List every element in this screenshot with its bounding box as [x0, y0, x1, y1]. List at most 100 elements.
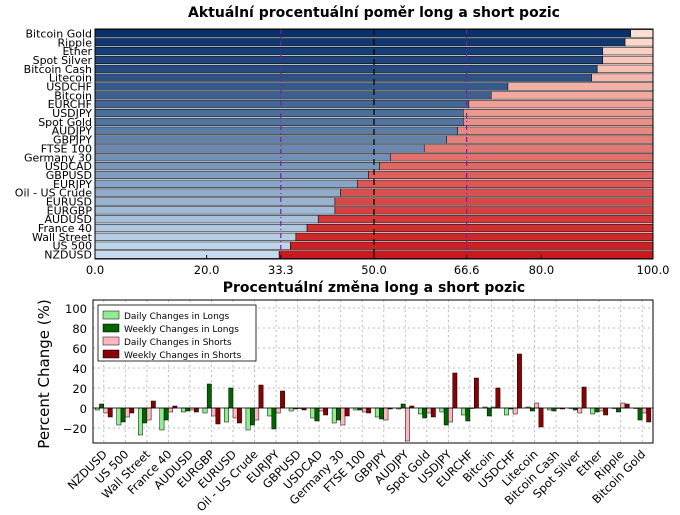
y-tick-label: −20 — [63, 422, 87, 436]
y-tick-label: 20 — [72, 382, 87, 396]
change-bar — [99, 403, 105, 409]
change-bar — [202, 407, 208, 414]
category-label: EURGBP — [47, 204, 93, 217]
long-bar — [94, 100, 470, 109]
change-bar — [116, 407, 122, 426]
long-bar — [94, 64, 598, 73]
category-label: Bitcoin Gold — [25, 27, 92, 40]
change-bar — [551, 407, 557, 412]
change-bar — [254, 407, 260, 421]
category-label: US 500 — [52, 240, 92, 253]
legend-label: Weekly Changes in Longs — [124, 325, 239, 335]
short-bar — [602, 55, 654, 65]
short-bar — [490, 91, 654, 100]
bottom-chart-title: Procentuální změna long a short pozic — [223, 280, 525, 296]
change-bar — [249, 407, 255, 426]
short-bar — [602, 47, 654, 56]
category-label: EURJPY — [53, 178, 92, 191]
change-bar — [448, 407, 453, 423]
top-chart-title: Aktuální procentuální poměr long a short… — [188, 5, 560, 21]
x-tick-label: 66.6 — [454, 263, 480, 277]
y-tick-label: 80 — [72, 322, 87, 336]
change-bar — [646, 407, 652, 423]
change-bar — [379, 407, 385, 420]
change-bar — [211, 407, 217, 417]
category-label: EURUSD — [46, 196, 92, 209]
long-bar — [94, 170, 369, 180]
change-bar — [598, 407, 604, 412]
change-bar — [340, 407, 346, 426]
short-bar — [423, 144, 654, 153]
short-bar — [446, 135, 654, 144]
long-bar — [94, 232, 297, 241]
change-bar — [443, 407, 449, 426]
category-label: USDJPY — [52, 107, 92, 120]
long-bar — [94, 241, 291, 250]
change-bar — [271, 407, 277, 430]
change-bar — [206, 383, 212, 409]
change-bar — [361, 407, 367, 413]
change-bar — [159, 407, 165, 431]
change-bar — [237, 407, 242, 424]
category-label: GBPUSD — [46, 169, 92, 182]
change-bar — [310, 407, 316, 419]
long-bar — [94, 126, 458, 135]
short-bar — [630, 29, 654, 38]
change-bar — [577, 407, 583, 414]
short-bar — [596, 64, 654, 73]
x-tick-label: 50.0 — [361, 263, 387, 277]
short-bar — [379, 162, 654, 171]
change-bar — [107, 407, 113, 418]
x-tick-label: 20.0 — [194, 263, 220, 277]
change-bar — [323, 407, 329, 416]
x-tick-label: 100.0 — [637, 263, 670, 277]
category-label: Ether — [62, 45, 92, 58]
change-bar — [517, 353, 522, 409]
change-bar — [129, 407, 135, 414]
short-bar — [334, 206, 654, 215]
long-bar — [94, 250, 280, 259]
change-bar — [422, 407, 428, 419]
change-bar — [400, 403, 406, 409]
change-bar — [125, 407, 130, 418]
legend-box — [97, 304, 257, 362]
short-bar — [340, 188, 654, 197]
change-bar — [538, 407, 544, 428]
category-label: Spot Silver — [33, 54, 93, 67]
short-bar — [334, 197, 654, 206]
change-bar — [637, 407, 643, 421]
long-bar — [94, 73, 592, 82]
change-bar — [616, 407, 621, 413]
legend-swatch — [102, 310, 120, 320]
change-bar — [224, 407, 229, 423]
change-bar — [120, 407, 126, 423]
category-label: GBPJPY — [53, 134, 92, 147]
y-tick-label: 60 — [72, 342, 87, 356]
x-tick-label: 33.3 — [268, 263, 294, 277]
change-bar — [228, 387, 234, 409]
category-label: FTSE 100 — [41, 142, 92, 155]
change-bar — [366, 407, 372, 414]
short-bar — [390, 153, 654, 162]
long-bar — [94, 108, 464, 118]
change-bar — [590, 407, 596, 415]
legend-swatch — [102, 349, 120, 359]
y-tick-label: 0 — [80, 402, 87, 416]
change-bar — [504, 407, 509, 416]
short-bar — [317, 215, 654, 224]
long-bar — [94, 91, 492, 100]
change-bar — [426, 407, 432, 414]
category-label: USDCHF — [46, 81, 92, 94]
change-bar — [275, 407, 281, 414]
change-bar — [142, 407, 148, 424]
category-label: Oil - US Crude — [15, 187, 92, 200]
x-tick-label: 80.0 — [529, 263, 555, 277]
long-bar — [94, 188, 341, 197]
change-bar — [245, 407, 251, 431]
short-bar — [591, 73, 654, 82]
change-bar — [193, 407, 199, 413]
category-label: USDCAD — [45, 160, 92, 173]
change-bar — [620, 402, 626, 409]
